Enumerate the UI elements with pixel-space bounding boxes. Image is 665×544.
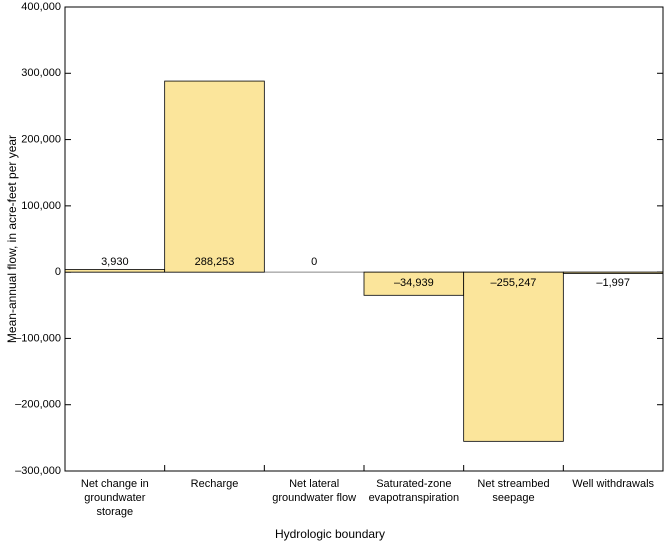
y-tick-label: 100,000 <box>21 200 61 212</box>
y-tick-label: 300,000 <box>21 67 61 79</box>
x-tick-label: Recharge <box>190 478 239 490</box>
y-tick-label: –300,000 <box>15 465 61 477</box>
x-tick-label: Saturated-zone evapotranspiration <box>368 478 460 504</box>
value-label: –255,247 <box>491 277 537 289</box>
x-tick-label: Net streambed seepage <box>477 478 550 504</box>
value-label: 288,253 <box>195 256 235 268</box>
bar <box>562 271 664 274</box>
value-label: 0 <box>311 256 317 268</box>
y-tick-label: 200,000 <box>21 133 61 145</box>
x-axis-label: Hydrologic boundary <box>275 527 385 541</box>
bar <box>463 271 564 442</box>
bar <box>64 269 166 273</box>
y-tick-label: –100,000 <box>15 332 61 344</box>
value-label: –34,939 <box>394 277 434 289</box>
y-tick-label: –200,000 <box>15 399 61 411</box>
x-tick-label: Well withdrawals <box>572 478 655 490</box>
bar <box>164 80 265 273</box>
plot-frame <box>64 6 664 472</box>
x-tick-label: Net change in groundwater storage <box>80 478 149 518</box>
y-tick-label: 400,000 <box>21 1 61 13</box>
value-label: 3,930 <box>101 256 129 268</box>
y-tick-label: 0 <box>55 266 61 278</box>
value-label: –1,997 <box>596 277 630 289</box>
y-axis-label: Mean-annual flow, in acre-feet per year <box>5 135 19 343</box>
x-tick-label: Net lateral groundwater flow <box>272 478 357 504</box>
